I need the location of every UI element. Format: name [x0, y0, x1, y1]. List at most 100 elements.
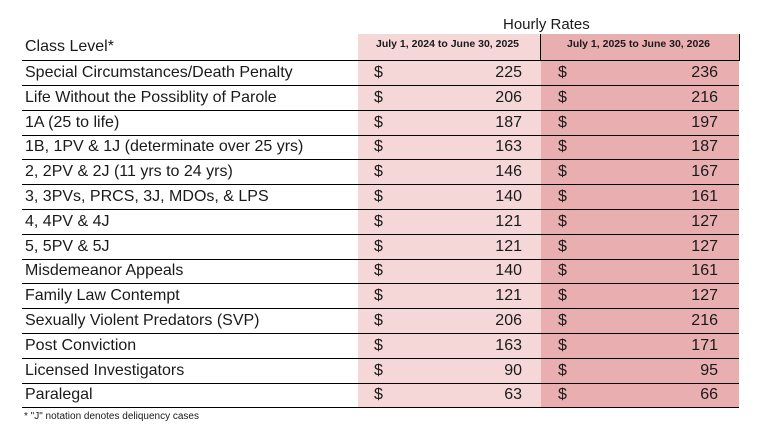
rate-2024-value: 206	[495, 312, 522, 329]
row-divider	[22, 85, 739, 86]
dollar-sign: $	[374, 113, 383, 131]
rate-2025-value: 66	[700, 386, 718, 404]
class-level-label: 4, 4PV & 4J	[25, 212, 110, 230]
rate-2025-value: 236	[691, 64, 718, 81]
table-row: Misdemeanor Appeals $140 $161	[0, 259, 768, 285]
rate-2025-value: 197	[691, 113, 718, 131]
rate-2024-value: 140	[495, 188, 522, 205]
table-row: Life Without the Possiblity of Parole $20…	[0, 86, 768, 111]
class-level-label: 1A (25 to life)	[25, 113, 120, 131]
row-divider	[22, 407, 739, 409]
rate-2025-value: 216	[691, 88, 718, 106]
dollar-sign: $	[558, 88, 567, 106]
dollar-sign: $	[374, 287, 383, 305]
dollar-sign: $	[558, 113, 567, 131]
table-row: Sexually Violent Predators (SVP) $206 $216	[0, 309, 768, 334]
dollar-sign: $	[558, 361, 567, 379]
dollar-sign: $	[558, 64, 567, 81]
rate-2024-value: 121	[495, 237, 522, 255]
column-2024-background	[358, 34, 541, 408]
table-row: 5, 5PV & 5J $121 $127	[0, 235, 768, 260]
dollar-sign: $	[374, 361, 383, 379]
row-divider	[22, 209, 739, 210]
class-level-label: 5, 5PV & 5J	[25, 237, 110, 255]
column-divider	[540, 34, 541, 61]
row-divider	[22, 109, 739, 111]
class-level-label: Life Without the Possiblity of Parole	[25, 88, 277, 106]
rate-2024-value: 163	[495, 138, 522, 156]
table-row: Licensed Investigators $90 $95	[0, 359, 768, 384]
row-divider	[22, 382, 739, 384]
rate-2025-value: 216	[691, 312, 718, 329]
class-level-label: Post Conviction	[25, 336, 137, 354]
column-2025-background	[541, 34, 739, 408]
class-level-header: Class Level*	[25, 38, 114, 55]
dollar-sign: $	[374, 237, 383, 255]
dollar-sign: $	[558, 336, 567, 354]
footnote: * "J" notation denotes deliquency cases	[24, 411, 199, 422]
hourly-rates-label: Hourly Rates	[503, 16, 590, 33]
dollar-sign: $	[558, 386, 567, 404]
rate-2025-value: 171	[691, 336, 718, 354]
dollar-sign: $	[374, 336, 383, 354]
row-divider	[22, 258, 739, 260]
dollar-sign: $	[374, 64, 383, 81]
class-level-label: 1B, 1PV & 1J (determinate over 25 yrs)	[25, 138, 304, 156]
class-level-label: Misdemeanor Appeals	[25, 262, 184, 280]
rate-2024-value: 225	[495, 64, 522, 81]
rate-2024-value: 121	[495, 287, 522, 305]
class-level-label: 2, 2PV & 2J (11 yrs to 24 yrs)	[25, 163, 233, 181]
rate-2024-value: 187	[495, 113, 522, 131]
dollar-sign: $	[558, 163, 567, 181]
dollar-sign: $	[374, 312, 383, 329]
dollar-sign: $	[558, 312, 567, 329]
class-level-label: Sexually Violent Predators (SVP)	[25, 312, 260, 329]
header-rule	[22, 60, 739, 61]
table-row: Post Conviction $163 $171	[0, 334, 768, 359]
dollar-sign: $	[374, 163, 383, 181]
rate-2025-value: 161	[691, 188, 718, 205]
class-level-label: 3, 3PVs, PRCS, 3J, MDOs, & LPS	[25, 188, 269, 205]
table-row: 3, 3PVs, PRCS, 3J, MDOs, & LPS $140 $161	[0, 185, 768, 210]
column-divider-right	[739, 34, 740, 61]
dollar-sign: $	[558, 287, 567, 305]
rate-2025-value: 187	[691, 138, 718, 156]
rate-2025-value: 167	[691, 163, 718, 181]
rate-2024-value: 121	[495, 212, 522, 230]
class-level-label: Paralegal	[25, 386, 93, 404]
row-divider	[22, 134, 739, 136]
rate-2024-value: 63	[504, 386, 522, 404]
dollar-sign: $	[374, 88, 383, 106]
table-row: Family Law Contempt $121 $127	[0, 284, 768, 310]
row-divider	[22, 308, 739, 310]
rate-2025-value: 127	[691, 287, 718, 305]
rate-2024-value: 146	[495, 163, 522, 181]
dollar-sign: $	[558, 212, 567, 230]
table-row: 1A (25 to life) $187 $197	[0, 111, 768, 136]
row-divider	[22, 333, 739, 334]
dollar-sign: $	[374, 386, 383, 404]
row-divider	[22, 233, 739, 235]
rate-2025-value: 127	[691, 212, 718, 230]
dollar-sign: $	[558, 138, 567, 156]
dollar-sign: $	[374, 138, 383, 156]
col-2024-header: July 1, 2024 to June 30, 2025	[376, 38, 520, 50]
table-row: Paralegal $63 $66	[0, 383, 768, 409]
row-divider	[22, 283, 739, 285]
rate-2024-value: 163	[495, 336, 522, 354]
table-row: 4, 4PV & 4J $121 $127	[0, 210, 768, 235]
row-divider	[22, 159, 739, 161]
row-divider	[22, 184, 739, 186]
dollar-sign: $	[558, 237, 567, 255]
rate-2024-value: 90	[504, 361, 522, 379]
dollar-sign: $	[374, 212, 383, 230]
rate-2024-value: 206	[495, 88, 522, 106]
rate-2025-value: 127	[691, 237, 718, 255]
rate-2025-value: 95	[700, 361, 718, 379]
table-row: 2, 2PV & 2J (11 yrs to 24 yrs) $146 $167	[0, 160, 768, 186]
col-2025-header: July 1, 2025 to June 30, 2026	[567, 38, 711, 50]
table-row: 1B, 1PV & 1J (determinate over 25 yrs) $1…	[0, 135, 768, 161]
table-row: Special Circumstances/Death Penalty $225 $…	[0, 61, 768, 86]
class-level-label: Special Circumstances/Death Penalty	[25, 64, 293, 81]
row-divider	[22, 357, 739, 359]
